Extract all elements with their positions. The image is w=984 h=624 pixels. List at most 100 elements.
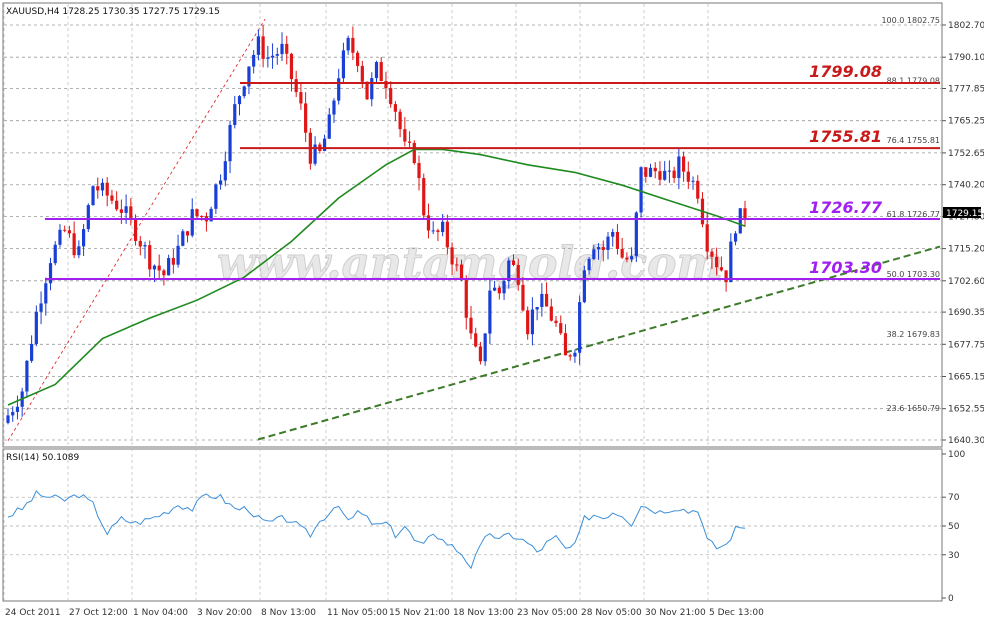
- candle-body: [681, 156, 686, 172]
- chart-title: XAUUSD,H4 1728.25 1730.35 1727.75 1729.1…: [6, 7, 220, 17]
- candle-body: [535, 307, 539, 310]
- candle-body: [403, 129, 407, 142]
- y-tick-label: 1790.10: [948, 53, 984, 63]
- level-label: 1755.81: [809, 127, 882, 146]
- candle-body: [152, 265, 157, 270]
- moving-average: [7, 148, 746, 406]
- x-tick-label: 5 Dec 13:00: [709, 608, 764, 618]
- x-tick-label: 11 Nov 05:00: [327, 608, 388, 618]
- candle-body: [653, 167, 657, 172]
- candle-body: [445, 221, 449, 248]
- candle-body: [148, 245, 152, 270]
- candle-body: [96, 186, 100, 191]
- candle-body: [459, 264, 464, 281]
- candle-body: [691, 180, 695, 182]
- candle-body: [247, 66, 251, 87]
- y-tick-label: 1640.30: [948, 436, 984, 446]
- x-tick-label: 15 Nov 21:00: [389, 608, 450, 618]
- candle-body: [77, 246, 81, 256]
- candle-body: [554, 320, 558, 324]
- x-tick-label: 28 Nov 05:00: [581, 608, 642, 618]
- candle-body: [304, 103, 308, 133]
- level-label: 1799.08: [809, 62, 882, 81]
- rsi-y-tick-label: 50: [948, 522, 960, 532]
- candle-body: [715, 256, 719, 268]
- candle-body: [67, 230, 72, 234]
- candle-body: [223, 161, 227, 181]
- candle-body: [63, 229, 67, 231]
- candle-body: [209, 208, 213, 222]
- candle-body: [502, 281, 506, 294]
- candle-body: [677, 156, 681, 178]
- candle-body: [648, 167, 653, 177]
- y-tick-label: 1665.15: [948, 372, 984, 382]
- x-tick-label: 30 Nov 21:00: [645, 608, 706, 618]
- candle-body: [601, 247, 605, 250]
- candle-body: [285, 43, 289, 54]
- candle-body: [110, 195, 114, 201]
- candle-body: [724, 270, 728, 283]
- candle-body: [218, 180, 223, 185]
- rsi-panel-border: [2, 448, 943, 602]
- fib-label: 61.8 1726.77: [887, 210, 940, 219]
- rsi-line: [7, 490, 746, 570]
- candle-body: [105, 182, 109, 196]
- candle-body: [365, 81, 369, 100]
- candle-body: [157, 265, 161, 271]
- candle-body: [587, 258, 591, 271]
- fib-label: 100.0 1802.75: [881, 16, 940, 25]
- x-tick-label: 23 Nov 05:00: [517, 608, 578, 618]
- watermark: www.antamgold.com: [217, 238, 723, 289]
- candle-body: [417, 163, 421, 179]
- candle-body: [6, 415, 10, 423]
- candle-body: [256, 36, 260, 55]
- candle-body: [133, 218, 138, 241]
- horizontal-levels: 1799.08 1755.81 1726.77 1703.30: [45, 62, 940, 281]
- candle-body: [450, 247, 454, 265]
- candle-body: [658, 171, 662, 180]
- candle-body: [606, 236, 610, 250]
- y-tick-label: 1740.20: [948, 181, 984, 191]
- candle-body: [25, 360, 29, 392]
- level-label: 1726.77: [809, 198, 883, 217]
- candle-body: [289, 53, 294, 80]
- candle-body: [195, 209, 199, 217]
- candle-body: [337, 78, 341, 101]
- candle-body: [733, 233, 738, 242]
- y-tick-label: 1715.20: [948, 245, 984, 255]
- candle-body: [389, 88, 393, 105]
- candle-body: [261, 36, 265, 59]
- candle-body: [58, 229, 62, 245]
- candle-body: [379, 62, 383, 82]
- candle-body: [663, 170, 667, 180]
- candle-body: [738, 208, 742, 234]
- fib-label: 88.1 1779.08: [887, 76, 940, 85]
- current-price-label: 1729.15: [946, 209, 983, 219]
- candle-body: [729, 241, 733, 283]
- candle-body: [511, 260, 516, 265]
- candle-body: [48, 263, 53, 284]
- candle-body: [630, 256, 634, 260]
- candle-body: [100, 182, 105, 191]
- candle-body: [53, 244, 57, 264]
- x-tick-label: 24 Oct 2011: [5, 608, 61, 618]
- candle-body: [634, 212, 638, 257]
- candle-body: [346, 37, 350, 51]
- x-tick-label: 18 Nov 13:00: [453, 608, 514, 618]
- candle-body: [611, 231, 615, 237]
- candle-body: [299, 92, 303, 104]
- candle-body: [266, 57, 270, 59]
- candle-body: [119, 209, 123, 213]
- candle-body: [167, 258, 171, 276]
- candle-body: [34, 311, 38, 344]
- candle-body: [313, 144, 317, 164]
- fibonacci-levels: 100.0 1802.75 88.1 1779.08 76.4 1755.81 61.…: [881, 16, 940, 413]
- candle-body: [620, 248, 624, 258]
- candle-body: [686, 171, 690, 182]
- candle-body: [407, 141, 412, 143]
- candle-body: [544, 293, 549, 307]
- candle-body: [44, 283, 48, 304]
- candle-body: [181, 231, 185, 246]
- candle-body: [252, 54, 256, 67]
